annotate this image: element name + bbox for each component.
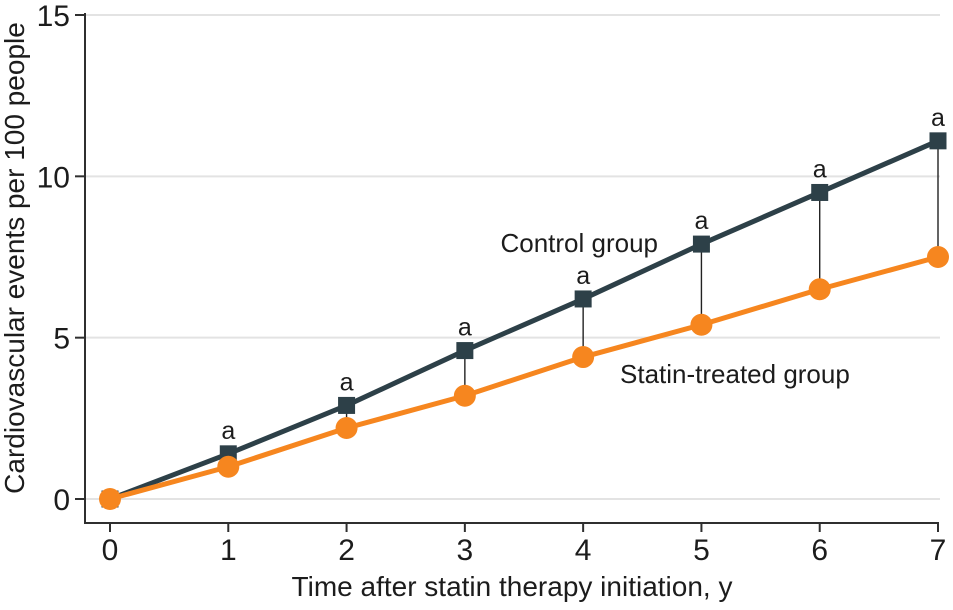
y-tick-label: 15 bbox=[37, 0, 70, 33]
significance-label-a: a bbox=[221, 417, 235, 445]
y-tick-label: 10 bbox=[37, 161, 70, 194]
statin-marker bbox=[335, 417, 358, 440]
control-marker bbox=[456, 342, 474, 360]
statin-marker bbox=[99, 488, 121, 510]
control-marker bbox=[574, 290, 592, 308]
significance-label-a: a bbox=[458, 314, 472, 342]
x-tick-label: 2 bbox=[338, 534, 355, 567]
statin-line bbox=[107, 254, 941, 502]
control-marker bbox=[929, 132, 947, 150]
x-tick-label: 1 bbox=[220, 534, 237, 567]
x-axis-title: Time after statin therapy initiation, y bbox=[292, 571, 733, 602]
control-line bbox=[107, 138, 941, 502]
significance-label-a: a bbox=[813, 155, 827, 183]
statin-marker bbox=[572, 346, 595, 369]
statin-marker bbox=[690, 313, 713, 336]
significance-label-a: a bbox=[931, 104, 945, 132]
chart-plot-area: 0 5 10 15 0 1 2 3 4 5 6 7 a a a a a a a bbox=[37, 0, 949, 567]
statin-marker bbox=[453, 384, 476, 407]
control-group-label: Control group bbox=[500, 228, 658, 258]
statin-marker bbox=[808, 278, 831, 301]
x-tick-label: 7 bbox=[930, 534, 947, 567]
y-axis-title: Cardiovascular events per 100 people bbox=[0, 22, 30, 494]
control-marker bbox=[338, 396, 356, 414]
x-tick-label: 6 bbox=[811, 534, 828, 567]
significance-label-a: a bbox=[694, 207, 708, 235]
significance-label-a: a bbox=[576, 262, 590, 290]
statin-marker bbox=[217, 455, 240, 478]
y-tick-label: 5 bbox=[53, 323, 70, 356]
x-tick-label: 4 bbox=[575, 534, 592, 567]
x-tick-label: 5 bbox=[693, 534, 710, 567]
control-marker bbox=[811, 183, 829, 201]
y-tick-label: 0 bbox=[53, 484, 70, 517]
statin-marker bbox=[927, 246, 949, 268]
x-tick-label: 0 bbox=[102, 534, 119, 567]
significance-label-a: a bbox=[340, 368, 354, 396]
control-marker bbox=[692, 235, 710, 253]
x-tick-label: 3 bbox=[457, 534, 474, 567]
statin-group-label: Statin-treated group bbox=[620, 359, 850, 389]
